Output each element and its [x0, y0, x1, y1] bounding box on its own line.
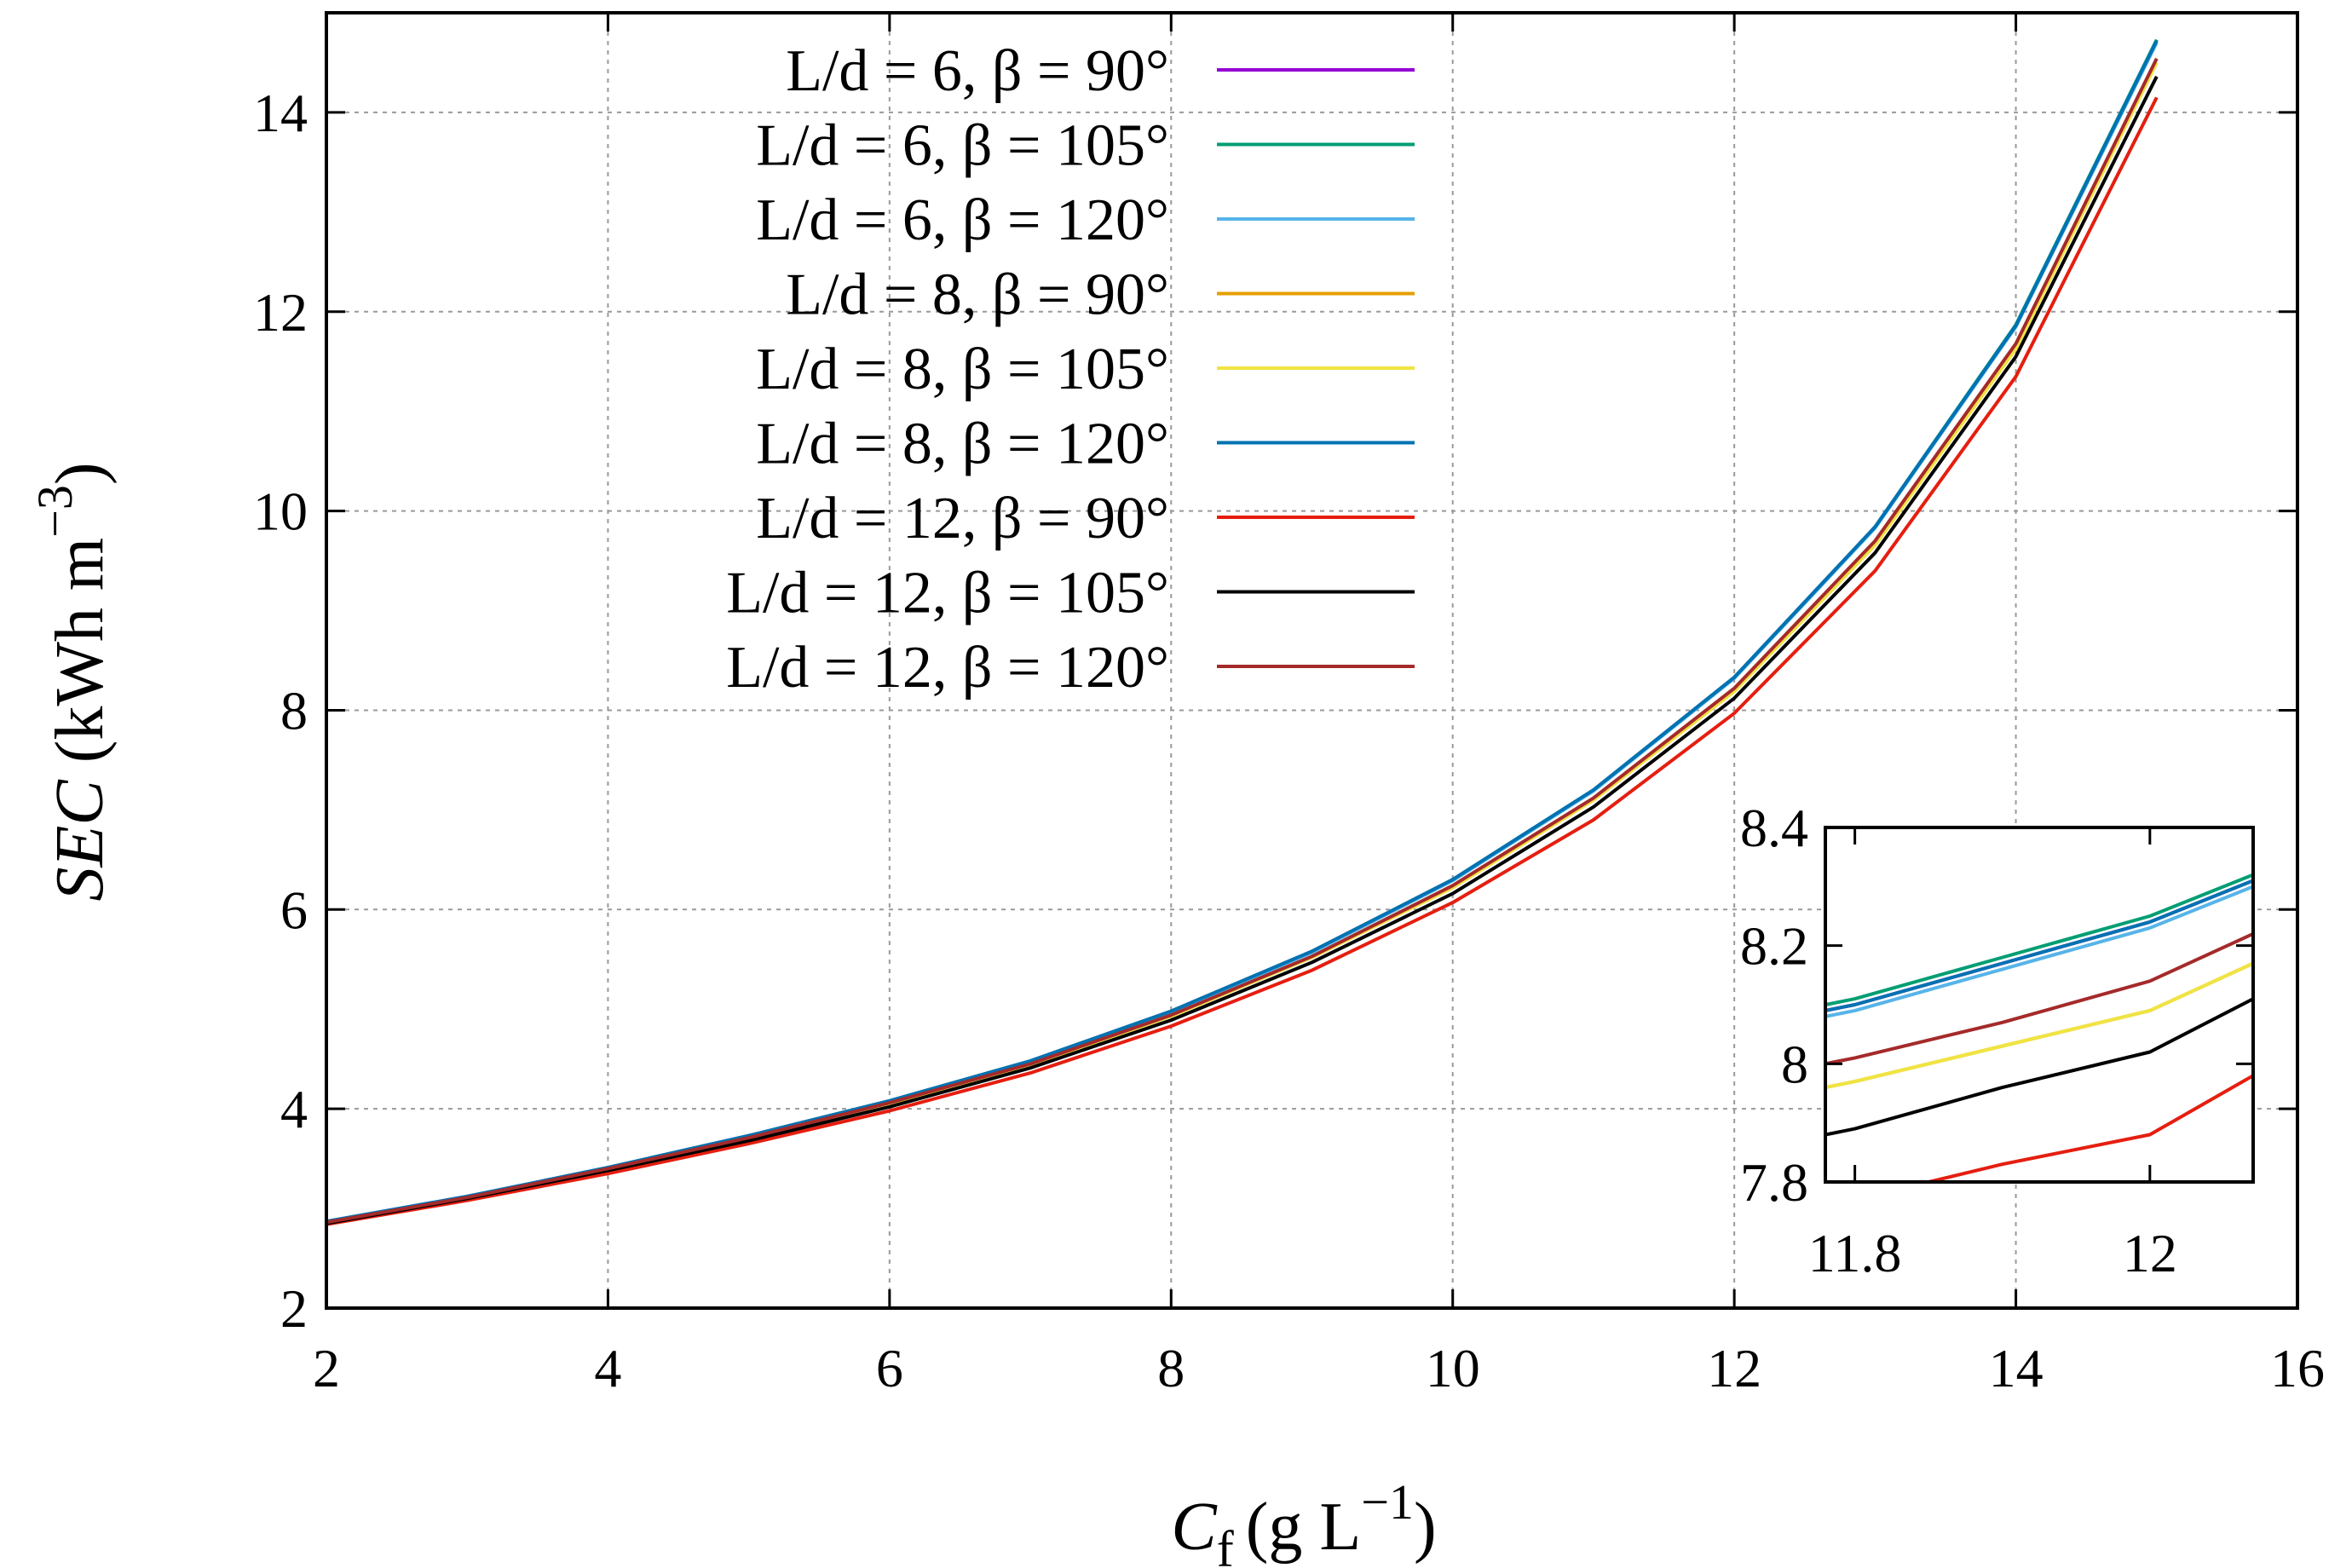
- y-tick-label: 8: [280, 680, 308, 741]
- main-grid: [326, 13, 2297, 1308]
- y-tick-label: 10: [253, 481, 308, 542]
- inset-series-line: [1825, 873, 2253, 1006]
- x-tick-label: 6: [876, 1338, 903, 1398]
- legend-entry-label: L/d = 6, β = 105°: [756, 113, 1169, 179]
- inset-y-tick-label: 8: [1781, 1034, 1808, 1094]
- inset-x-tick-label: 12: [2123, 1223, 2177, 1283]
- y-tick-label: 14: [253, 83, 308, 143]
- legend-entry-label: L/d = 12, β = 105°: [726, 561, 1169, 626]
- inset-series-line: [1921, 1074, 2253, 1182]
- x-tick-label: 14: [1989, 1338, 2044, 1398]
- inset-series: [1825, 873, 2253, 1182]
- inset-y-tick-label: 8.4: [1740, 798, 1808, 858]
- series-line: [326, 75, 2159, 1225]
- inset-y-tick-label: 7.8: [1740, 1152, 1808, 1213]
- series-line: [326, 96, 2159, 1226]
- legend-entry-label: L/d = 8, β = 90°: [786, 262, 1169, 328]
- inset-series-line: [1825, 885, 2253, 1018]
- inset-series-line: [1825, 997, 2253, 1137]
- legend-entry-label: L/d = 12, β = 120°: [726, 635, 1169, 700]
- legend-entry-label: L/d = 6, β = 90°: [786, 38, 1169, 104]
- y-axis-label: SEC (kWh m−3): [27, 463, 118, 902]
- inset-series-line: [1825, 961, 2253, 1090]
- y-tick-label: 6: [280, 879, 308, 940]
- x-tick-label: 4: [594, 1338, 621, 1398]
- inset-background: [1825, 827, 2253, 1182]
- inset-frame: [1824, 826, 2255, 1184]
- inset-chart: 11.8 12 7.8 8 8.2 8.4: [1740, 798, 2255, 1283]
- y-tick-label: 12: [253, 282, 308, 343]
- x-tick-label: 2: [313, 1338, 340, 1398]
- legend: L/d = 6, β = 90° L/d = 6, β = 105° L/d = 6…: [726, 38, 1415, 700]
- x-tick-label: 8: [1157, 1338, 1185, 1398]
- legend-entry-label: L/d = 8, β = 120°: [756, 412, 1169, 477]
- x-tick-label: 12: [1707, 1338, 1761, 1398]
- inset-y-tick-label: 8.2: [1740, 916, 1808, 977]
- legend-entry-label: L/d = 12, β = 90°: [756, 486, 1169, 551]
- x-tick-label: 16: [2270, 1338, 2325, 1398]
- y-tick-label: 2: [280, 1278, 308, 1339]
- y-tick-label: 4: [280, 1079, 308, 1139]
- inset-x-tick-label: 11.8: [1808, 1223, 1902, 1283]
- x-tick-label: 10: [1426, 1338, 1480, 1398]
- legend-entry-label: L/d = 8, β = 105°: [756, 337, 1169, 402]
- main-series: [326, 38, 2159, 1226]
- inset-series-line: [1825, 931, 2253, 1066]
- inset-series-line: [1825, 879, 2253, 1012]
- plot-frame: [325, 11, 2299, 1310]
- x-axis-label: Cf (g L−1): [1171, 1474, 1436, 1568]
- legend-entry-label: L/d = 6, β = 120°: [756, 187, 1169, 253]
- series-line: [326, 57, 2159, 1225]
